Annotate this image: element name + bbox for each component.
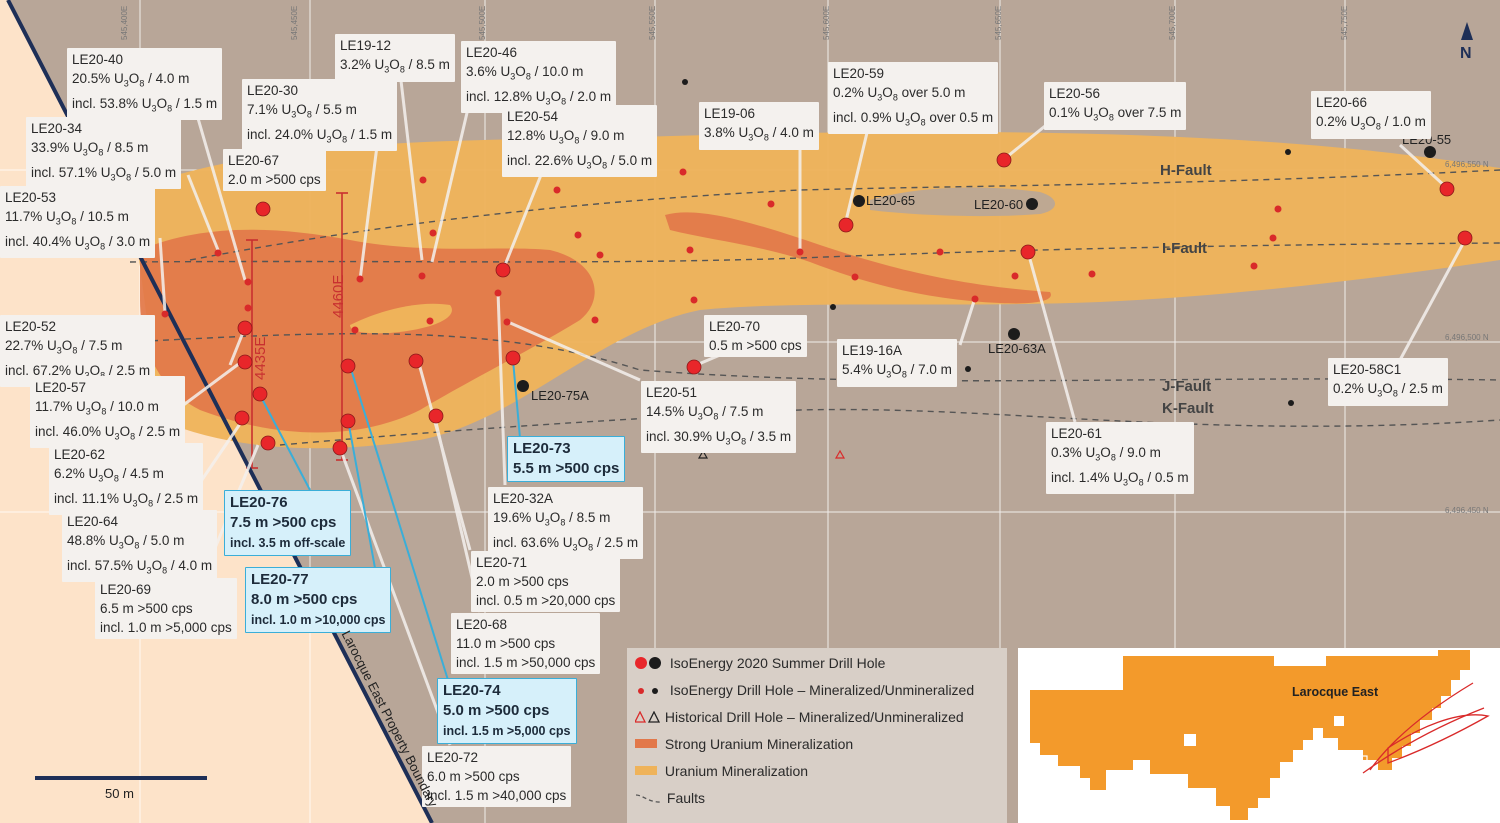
north-label: N: [1460, 45, 1472, 62]
legend-row-historical: Historical Drill Hole – Mineralized/Unmi…: [633, 709, 964, 725]
legend-uranium-swatch: [635, 766, 657, 775]
fault-label-i: I-Fault: [1162, 240, 1207, 257]
label-le20-69: LE20-69 6.5 m >500 cps incl. 1.0 m >5,000 …: [95, 578, 237, 639]
drill-holes-small-mineralized: [161, 168, 1282, 334]
label-le20-61: LE20-61 0.3% U3O8 / 9.0 m incl. 1.4% U3O8 …: [1046, 422, 1194, 495]
label-le20-66: LE20-66 0.2% U3O8 / 1.0 m: [1311, 91, 1431, 139]
label-le20-62: LE20-62 6.2% U3O8 / 4.5 m incl. 11.1% U3O8…: [49, 443, 204, 516]
legend-2020-hole-icon: [635, 657, 647, 669]
inset-map-graphic: [1030, 650, 1490, 823]
inset-hole-1: [1184, 734, 1196, 746]
label-le20-67: LE20-67 2.0 m >500 cps: [223, 149, 326, 191]
coord-e1: 545,400E: [120, 5, 129, 40]
coord-e5: 545,600E: [822, 5, 831, 40]
label-le20-58c1: LE20-58C1 0.2% U3O8 / 2.5 m: [1328, 358, 1448, 406]
coord-e6: 545,650E: [994, 5, 1003, 40]
coord-e3: 545,500E: [478, 5, 487, 40]
legend-fault-icon: [635, 794, 663, 803]
label-le20-30: LE20-30 7.1% U3O8 / 5.5 m incl. 24.0% U3O8…: [242, 79, 398, 152]
label-le20-76: LE20-76 7.5 m >500 cps incl. 3.5 m off-sca…: [224, 490, 352, 556]
label-le20-54: LE20-54 12.8% U3O8 / 9.0 m incl. 22.6% U3O…: [502, 105, 658, 178]
coord-n3: 6,496,450 N: [1445, 506, 1489, 515]
legend: IsoEnergy 2020 Summer Drill Hole IsoEner…: [627, 648, 1007, 823]
historical-hole-mineralized: [834, 449, 846, 459]
label-le20-59: LE20-59 0.2% U3O8 over 5.0 m incl. 0.9% U3…: [828, 62, 999, 135]
label-le20-70: LE20-70 0.5 m >500 cps: [704, 315, 807, 357]
legend-strong-swatch: [635, 739, 657, 748]
label-le20-56: LE20-56 0.1% U3O8 over 7.5 m: [1044, 82, 1187, 130]
inset-map: Larocque East: [1018, 648, 1500, 823]
label-le20-68: LE20-68 11.0 m >500 cps incl. 1.5 m >50,00…: [451, 613, 601, 674]
label-le20-40: LE20-40 20.5% U3O8 / 4.0 m incl. 53.8% U3O…: [67, 48, 223, 121]
coord-e8: 545,750E: [1340, 5, 1349, 40]
inset-hole-2: [1334, 716, 1344, 726]
fault-label-j: J-Fault: [1162, 378, 1212, 395]
hole-label-le20-63a: LE20-63A: [988, 341, 1046, 356]
legend-row-strong: Strong Uranium Mineralization: [635, 736, 853, 752]
inset-trend-3: [1387, 714, 1490, 764]
hole-label-le20-60: LE20-60: [974, 197, 1024, 212]
section-label-4460e: 4460E: [330, 274, 347, 318]
label-le20-64: LE20-64 48.8% U3O8 / 5.0 m incl. 57.5% U3O…: [62, 510, 218, 583]
label-leaders: [158, 71, 1467, 746]
legend-row-drill-hole: IsoEnergy Drill Hole – Mineralized/Unmin…: [635, 682, 974, 698]
label-le20-51: LE20-51 14.5% U3O8 / 7.5 m incl. 30.9% U3O…: [641, 381, 797, 454]
inset-trend-1: [1369, 682, 1474, 771]
hole-label-le20-75a: LE20-75A: [531, 388, 589, 403]
property-outline: [1030, 650, 1470, 823]
historical-hole-unmineralized: [697, 449, 709, 459]
label-le19-16a: LE19-16A 5.4% U3O8 / 7.0 m: [837, 339, 957, 387]
legend-drill-hole-icon: [638, 688, 644, 694]
inset-label: Larocque East: [1292, 685, 1379, 699]
hole-label-le20-65: LE20-65: [866, 193, 916, 208]
strong-mineralization-lens: [665, 212, 1051, 304]
barren-zone: [870, 187, 1055, 217]
fault-label-k: K-Fault: [1162, 400, 1214, 417]
highlight-leaders: [259, 359, 521, 681]
fault-lines: [129, 169, 1500, 446]
scale-label: 50 m: [105, 786, 134, 801]
label-le20-57: LE20-57 11.7% U3O8 / 10.0 m incl. 46.0% U3…: [30, 376, 186, 449]
coord-n2: 6,496,500 N: [1445, 333, 1489, 342]
legend-row-uranium: Uranium Mineralization: [635, 763, 808, 779]
coord-e2: 545,450E: [290, 5, 299, 40]
label-le20-74: LE20-74 5.0 m >500 cps incl. 1.5 m >5,000 …: [437, 678, 577, 744]
label-le20-46: LE20-46 3.6% U3O8 / 10.0 m incl. 12.8% U3O…: [461, 41, 617, 114]
inset-map-location: [1354, 755, 1368, 765]
coord-e4: 545,550E: [648, 5, 657, 40]
north-arrow: [1461, 22, 1473, 40]
coord-e7: 545,700E: [1168, 5, 1177, 40]
drill-holes-2020: [234, 152, 1473, 456]
label-le20-34: LE20-34 33.9% U3O8 / 8.5 m incl. 57.1% U3O…: [26, 117, 182, 190]
section-label-4435e: 4435E: [252, 336, 269, 380]
mineralization-inner-lens: [350, 303, 452, 334]
coord-n1: 6,496,550 N: [1445, 160, 1489, 169]
legend-row-faults: Faults: [635, 790, 705, 806]
label-le20-71: LE20-71 2.0 m >500 cps incl. 0.5 m >20,000…: [471, 551, 621, 612]
label-le20-53: LE20-53 11.7% U3O8 / 10.5 m incl. 40.4% U3…: [0, 186, 156, 259]
label-le20-77: LE20-77 8.0 m >500 cps incl. 1.0 m >10,000…: [245, 567, 392, 633]
fault-label-h: H-Fault: [1160, 162, 1212, 179]
legend-historical-icon: [633, 710, 661, 723]
drill-holes-small-unmineralized: [682, 79, 1294, 406]
legend-row-2020: IsoEnergy 2020 Summer Drill Hole: [635, 655, 885, 671]
label-le20-73: LE20-73 5.5 m >500 cps: [507, 436, 626, 482]
drill-holes-2020-unmineralized: [517, 146, 1436, 392]
label-le20-72: LE20-72 6.0 m >500 cps incl. 1.5 m >40,000…: [422, 746, 572, 807]
label-le19-06: LE19-06 3.8% U3O8 / 4.0 m: [699, 102, 819, 150]
label-le19-12: LE19-12 3.2% U3O8 / 8.5 m: [335, 34, 455, 82]
inset-trend-2: [1362, 707, 1485, 774]
label-le20-32a: LE20-32A 19.6% U3O8 / 8.5 m incl. 63.6% U3…: [488, 487, 644, 560]
